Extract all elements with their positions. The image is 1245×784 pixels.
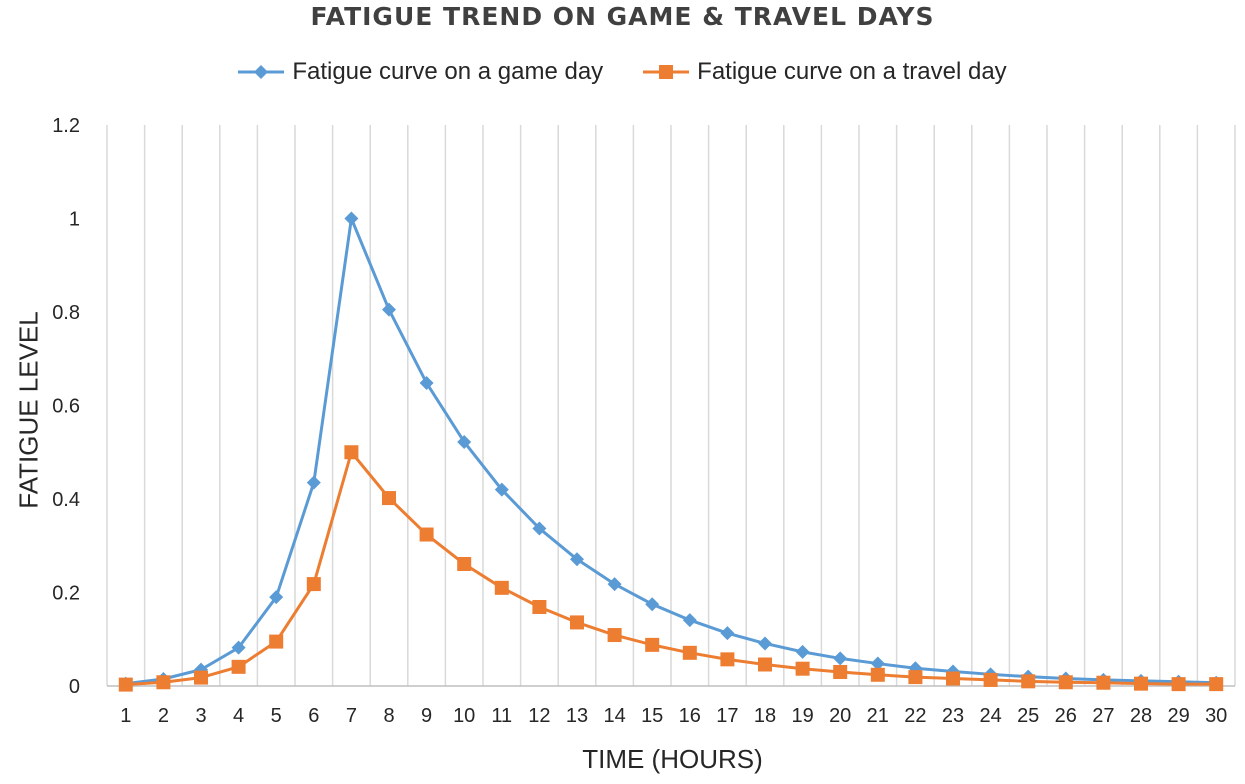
x-tick-label: 21 [867,705,889,727]
x-tick-label: 24 [979,705,1001,727]
data-point-travel-day [645,637,660,652]
data-point-game-day [870,656,885,671]
data-point-travel-day [1096,675,1111,690]
data-point-travel-day [1171,677,1186,692]
data-point-travel-day [1134,676,1148,691]
y-tick-label: 1.2 [52,115,80,137]
x-tick-label: 26 [1055,705,1077,727]
x-tick-label: 13 [566,705,588,727]
data-point-travel-day [1209,677,1224,692]
data-point-game-day [570,552,584,567]
data-point-game-day [419,376,434,391]
x-tick-label: 15 [641,705,663,727]
data-point-game-day [833,651,848,666]
x-tick-label: 27 [1092,705,1114,727]
x-tick-label: 2 [158,705,169,727]
data-point-travel-day [946,671,960,686]
x-tick-label: 19 [791,705,813,727]
x-tick-label: 3 [195,705,206,727]
data-point-game-day [682,613,697,628]
data-point-travel-day [269,634,284,649]
x-tick-label: 20 [829,705,851,727]
data-point-game-day [494,482,509,497]
data-point-game-day [231,640,246,655]
data-point-travel-day [118,677,133,692]
y-tick-label: 0.4 [52,489,80,511]
data-point-travel-day [833,664,848,679]
x-tick-label: 17 [716,705,738,727]
x-tick-label: 25 [1017,705,1039,727]
chart-title: FATIGUE TREND ON GAME & TRAVEL DAYS [310,2,935,31]
x-tick-label: 16 [679,705,701,727]
data-point-game-day [720,626,735,641]
legend-marker-game-day [238,65,285,79]
x-tick-label: 4 [233,705,244,727]
x-tick-label: 11 [491,705,512,727]
legend-label-game-day: Fatigue curve on a game day [292,58,604,85]
data-point-game-day [645,597,660,612]
data-point-travel-day [1021,674,1036,689]
data-point-travel-day [494,580,509,595]
data-point-travel-day [795,661,810,676]
x-tick-label: 5 [271,705,282,727]
x-tick-label: 7 [346,705,357,727]
legend-label-travel-day: Fatigue curve on a travel day [697,58,1007,85]
data-point-travel-day [1058,675,1073,690]
x-tick-label: 12 [528,705,550,727]
data-point-travel-day [758,657,772,672]
data-point-travel-day [457,556,472,571]
data-point-travel-day [156,675,171,690]
data-point-game-day [758,636,772,651]
data-point-travel-day [231,659,246,674]
y-tick-label: 0 [69,676,80,698]
data-point-travel-day [532,599,547,614]
data-point-game-day [344,211,359,226]
x-tick-label: 6 [308,705,319,727]
data-point-travel-day [344,445,359,460]
data-point-game-day [382,302,396,317]
data-point-travel-day [194,670,208,685]
x-tick-label: 23 [942,705,964,727]
data-point-game-day [457,434,472,449]
x-tick-label: 14 [603,705,625,727]
data-point-travel-day [870,667,885,682]
x-tick-label: 22 [904,705,926,727]
data-point-travel-day [983,672,998,687]
x-tick-label: 29 [1167,705,1189,727]
x-tick-label: 18 [754,705,776,727]
data-point-game-day [795,644,810,659]
data-point-travel-day [419,527,434,542]
data-point-travel-day [382,491,396,506]
y-tick-label: 0.8 [52,302,80,324]
legend: Fatigue curve on a game day Fatigue curv… [0,58,1245,86]
legend-item-game-day: Fatigue curve on a game day [238,58,603,86]
data-point-travel-day [607,628,622,643]
data-point-travel-day [570,615,584,630]
x-tick-label: 28 [1130,705,1152,727]
y-tick-label: 0.2 [52,583,80,605]
x-tick-label: 10 [453,705,475,727]
y-tick-label: 1 [69,209,80,231]
data-point-game-day [532,521,547,536]
data-point-travel-day [720,652,735,667]
legend-marker-travel-day [643,65,690,79]
x-axis-label: TIME (HOURS) [582,744,763,774]
legend-item-travel-day: Fatigue curve on a travel day [643,58,1007,86]
data-point-game-day [306,475,321,490]
x-tick-label: 30 [1205,705,1227,727]
x-tick-label: 9 [421,705,432,727]
data-point-game-day [269,590,284,605]
y-tick-label: 0.6 [52,396,80,418]
data-point-game-day [607,577,622,592]
x-tick-label: 1 [120,705,131,727]
data-point-travel-day [908,670,923,685]
data-point-travel-day [682,645,697,660]
x-tick-label: 8 [383,705,394,727]
data-point-travel-day [306,577,321,592]
